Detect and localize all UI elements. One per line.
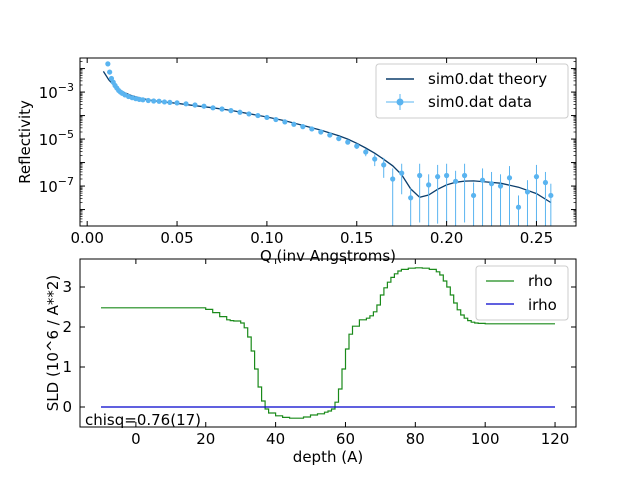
data-point bbox=[255, 112, 261, 119]
sld-x-tick-label: 80 bbox=[406, 430, 425, 448]
data-point bbox=[515, 195, 522, 226]
data-point bbox=[390, 168, 396, 226]
data-point bbox=[408, 188, 414, 226]
data-point bbox=[167, 99, 173, 106]
refl-y-tick-label: 10−3 bbox=[39, 81, 74, 102]
data-point bbox=[107, 69, 113, 75]
sld-y-tick-label: 2 bbox=[62, 318, 72, 336]
sld-x-tick-label: 20 bbox=[196, 430, 215, 448]
data-point bbox=[183, 101, 189, 107]
data-point bbox=[444, 163, 450, 223]
data-point bbox=[273, 116, 279, 123]
sld-x-tick-label: 120 bbox=[541, 430, 570, 448]
data-point bbox=[140, 97, 146, 103]
data-point bbox=[327, 132, 333, 138]
data-point bbox=[156, 98, 162, 104]
sld-x-tick-label: 100 bbox=[471, 430, 500, 448]
sld-x-tick-label: 40 bbox=[266, 430, 285, 448]
data-point bbox=[435, 164, 441, 224]
data-point bbox=[363, 148, 369, 157]
refl-y-axis-label: Reflectivity bbox=[16, 100, 34, 184]
refl-y-tick-label: 10−5 bbox=[39, 128, 74, 149]
data-point bbox=[246, 111, 252, 117]
legend-data-label: sim0.dat data bbox=[428, 93, 532, 111]
refl-x-ticks: 0.00 0.05 0.10 0.15 0.20 0.25 bbox=[70, 58, 553, 247]
data-point bbox=[533, 164, 540, 224]
data-point bbox=[105, 61, 111, 67]
refl-legend: sim0.dat theory sim0.dat data bbox=[375, 63, 569, 119]
data-point bbox=[452, 170, 459, 226]
data-point bbox=[161, 99, 168, 105]
data-point bbox=[548, 183, 554, 226]
refl-legend-box bbox=[375, 63, 569, 119]
sld-y-ticks: 0 1 2 3 bbox=[62, 278, 576, 416]
sld-x-axis-label: depth (A) bbox=[293, 448, 363, 466]
sld-y-tick-label: 1 bbox=[62, 358, 72, 376]
refl-x-tick-label: 0.00 bbox=[70, 229, 103, 247]
data-point bbox=[201, 103, 207, 109]
data-point bbox=[399, 163, 405, 195]
data-point bbox=[291, 121, 297, 127]
data-point bbox=[174, 100, 180, 106]
sld-x-ticks: 0 20 40 60 80 100 120 bbox=[131, 259, 569, 448]
data-point bbox=[479, 168, 486, 226]
data-point bbox=[336, 135, 342, 142]
refl-x-axis-label: Q (inv Angstroms) bbox=[260, 247, 396, 265]
refl-x-tick-label: 0.25 bbox=[520, 229, 553, 247]
data-point bbox=[345, 139, 351, 145]
sld-legend-box bbox=[475, 265, 569, 321]
legend-irho-label: irho bbox=[528, 296, 557, 314]
reflectivity-panel: 0.00 0.05 0.10 0.15 0.20 0.25 10−3 10−5 10−7 Re… bbox=[16, 57, 577, 247]
legend-data-errorbar-icon bbox=[386, 94, 414, 110]
data-point bbox=[282, 119, 288, 125]
sld-panel: 0 20 40 60 80 100 120 0 1 2 3 SLD (10^6 / A**2) r… bbox=[44, 258, 577, 448]
data-point bbox=[542, 171, 549, 226]
data-point bbox=[228, 108, 234, 114]
data-point bbox=[192, 102, 198, 108]
refl-x-tick-label: 0.10 bbox=[250, 229, 283, 247]
data-point bbox=[470, 182, 477, 226]
data-point bbox=[372, 154, 378, 167]
legend-theory-label: sim0.dat theory bbox=[428, 70, 547, 88]
refl-x-tick-label: 0.20 bbox=[430, 229, 463, 247]
data-point bbox=[497, 174, 504, 226]
data-point bbox=[524, 180, 531, 226]
data-point bbox=[210, 105, 216, 111]
data-point bbox=[381, 157, 387, 178]
data-point bbox=[426, 174, 432, 226]
data-point bbox=[506, 166, 513, 225]
refl-axes-frame bbox=[79, 57, 577, 227]
data-point bbox=[417, 163, 423, 223]
refl-x-tick-label: 0.05 bbox=[160, 229, 193, 247]
data-point bbox=[145, 97, 151, 104]
data-point bbox=[219, 106, 225, 112]
refl-data-layer bbox=[105, 61, 554, 226]
data-point bbox=[488, 171, 495, 226]
sld-lines-layer bbox=[101, 267, 555, 419]
chisq-annotation: chisq=0.76(17) bbox=[85, 411, 201, 429]
data-point bbox=[461, 163, 468, 223]
sld-y-tick-label: 0 bbox=[62, 398, 72, 416]
rho-profile-line bbox=[101, 267, 555, 419]
sld-x-tick-label: 60 bbox=[336, 430, 355, 448]
sld-legend: rho irho bbox=[475, 265, 569, 321]
refl-y-tick-label: 10−7 bbox=[39, 175, 74, 196]
sld-y-tick-label: 3 bbox=[62, 278, 72, 296]
sld-x-tick-label: 0 bbox=[131, 430, 141, 448]
sld-y-axis-label: SLD (10^6 / A**2) bbox=[44, 275, 62, 412]
data-point bbox=[264, 114, 270, 121]
legend-rho-label: rho bbox=[528, 272, 553, 290]
refl-x-tick-label: 0.15 bbox=[340, 229, 373, 247]
sld-axes-frame bbox=[79, 258, 577, 428]
data-point bbox=[354, 143, 360, 149]
data-point bbox=[300, 124, 306, 130]
data-point bbox=[309, 126, 315, 132]
data-point bbox=[237, 109, 243, 115]
data-point bbox=[318, 129, 324, 135]
data-point bbox=[151, 98, 157, 104]
